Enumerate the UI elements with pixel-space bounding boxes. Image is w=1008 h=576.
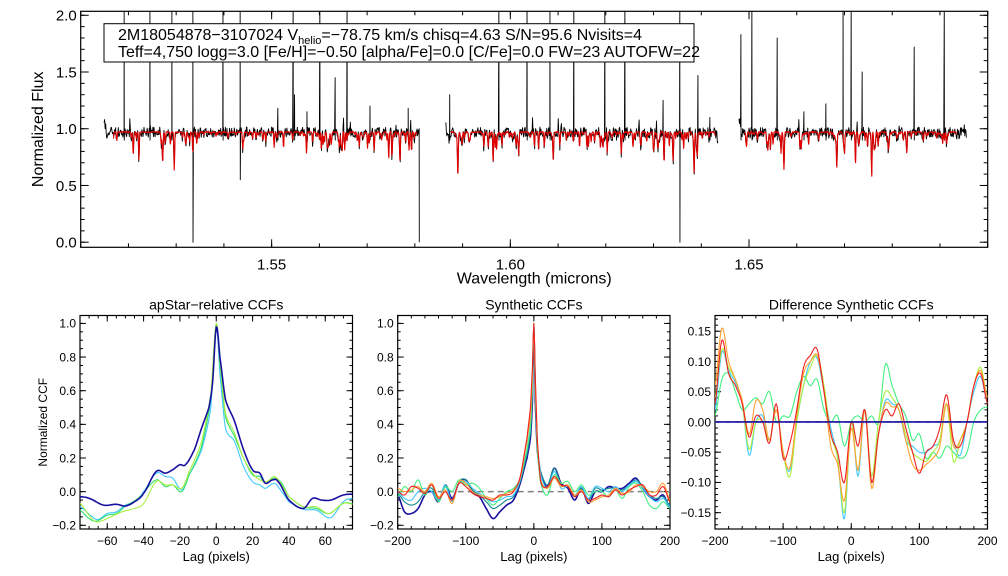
y-tick-label: −0.15 — [681, 506, 712, 520]
y-tick-label: 0.0 — [56, 235, 77, 252]
panel-title: Difference Synthetic CCFs — [769, 297, 934, 313]
apstar-ccf-panel: −60 −40 −20 0 20 40 60 −0.2 0.0 0.2 0.4 0.6 0.8 1.0 La… — [36, 297, 354, 564]
y-tick-label: 0.2 — [59, 451, 76, 465]
x-tick-label: 0 — [213, 534, 220, 548]
star-summary-values: =−78.75 km/s chisq=4.63 S/N=95.6 Nvisits… — [321, 27, 642, 44]
y-tick-label: 0.15 — [688, 325, 712, 339]
x-axis-label: Wavelength (microns) — [457, 270, 612, 287]
info-line-2-stellar-params: Teff=4,750 logg=3.0 [Fe/H]=−0.50 [alpha/… — [118, 44, 700, 61]
star-id-and-vhelio-label: 2M18054878−3107024 V — [118, 27, 298, 44]
ccf-series-red — [715, 339, 988, 484]
model-spectrum-line — [743, 131, 957, 177]
model-spectrum-line — [112, 131, 418, 171]
y-tick-label: −0.05 — [681, 446, 712, 460]
x-axis-label: Lag (pixels) — [818, 549, 885, 564]
y-tick-label: −0.2 — [370, 519, 394, 533]
vhelio-subscript: helio — [298, 35, 321, 47]
ccf-series-green — [715, 362, 988, 460]
x-tick-label: 200 — [660, 534, 680, 548]
x-tick-label: −200 — [701, 534, 728, 548]
x-tick-label: 0 — [531, 534, 538, 548]
y-tick-label: 0.05 — [688, 385, 712, 399]
synthetic-ccf-panel: −200 −100 0 100 200 −0.2 0.0 0.2 0.4 0.6 0.8 1.0 Lag… — [370, 297, 680, 565]
y-axis-label: Normalized CCF — [36, 378, 50, 467]
y-tick-label: 0.5 — [56, 178, 77, 195]
y-tick-label: 0.2 — [377, 451, 394, 465]
x-tick-label: 1.55 — [257, 256, 286, 273]
y-tick-label: 1.5 — [56, 64, 77, 81]
y-tick-label: 1.0 — [56, 121, 77, 138]
x-tick-label: 20 — [246, 534, 260, 548]
x-axis-label: Lag (pixels) — [500, 549, 567, 564]
x-tick-label: 1.60 — [496, 256, 525, 273]
ccf-series-visit-darkblue — [80, 325, 353, 510]
ccf-series-orange — [715, 327, 988, 502]
y-tick-label: 0.4 — [377, 418, 394, 432]
x-tick-label: 100 — [592, 534, 612, 548]
model-spectrum-line — [450, 131, 716, 174]
x-tick-label: −100 — [770, 534, 797, 548]
y-tick-label: 2.0 — [56, 8, 77, 25]
y-tick-label: 0.00 — [688, 415, 712, 429]
spectrum-traces — [103, 11, 967, 243]
y-tick-label: 0.8 — [59, 350, 76, 364]
plot-frame — [80, 10, 989, 248]
x-tick-label: 60 — [319, 534, 333, 548]
ccf-traces — [715, 327, 988, 520]
x-tick-label: −60 — [97, 534, 118, 548]
ccf-series-visit-yellowgreen — [80, 322, 353, 523]
x-tick-label: 40 — [282, 534, 296, 548]
x-tick-label: 1.65 — [734, 256, 763, 273]
y-tick-label: 0.0 — [59, 485, 76, 499]
info-box: 2M18054878−3107024 Vhelio=−78.75 km/s ch… — [103, 23, 700, 63]
ccf-series-visit-green — [80, 322, 353, 522]
y-axis-label: Normalized Flux — [30, 72, 47, 188]
plot-frame — [397, 314, 671, 530]
x-tick-label: −20 — [170, 534, 191, 548]
y-tick-label: 1.0 — [59, 317, 76, 331]
panel-title: Synthetic CCFs — [485, 297, 582, 313]
x-tick-label: −100 — [452, 534, 479, 548]
ccf-traces — [80, 322, 353, 523]
y-tick-label: 0.4 — [59, 418, 76, 432]
observed-spectrum-line — [738, 11, 967, 175]
y-tick-label: −0.2 — [52, 519, 76, 533]
x-axis-label: Lag (pixels) — [183, 549, 250, 564]
info-line-1: 2M18054878−3107024 Vhelio=−78.75 km/s ch… — [118, 27, 642, 47]
x-tick-label: −200 — [384, 534, 411, 548]
spectrum-panel: 1.55 1.60 1.65 0.0 0.5 1.0 1.5 2.0 Wavelength (m… — [30, 8, 989, 287]
y-tick-label: 0.8 — [377, 350, 394, 364]
x-tick-label: 100 — [909, 534, 929, 548]
ccf-traces — [397, 322, 670, 520]
y-tick-label: −0.10 — [681, 476, 712, 490]
difference-ccf-panel: −200 −100 0 100 200 −0.15 −0.10 −0.05 0.00 0.05 0.… — [681, 297, 998, 565]
y-tick-label: 1.0 — [377, 317, 394, 331]
y-tick-label: 0.6 — [377, 384, 394, 398]
x-tick-label: 200 — [977, 534, 997, 548]
y-tick-label: 0.6 — [59, 384, 76, 398]
plot-frame — [79, 314, 354, 530]
x-tick-label: −40 — [133, 534, 154, 548]
ccf-series-visit-cyan — [80, 327, 353, 521]
y-tick-label: 0.10 — [688, 355, 712, 369]
y-tick-label: 0.0 — [377, 485, 394, 499]
x-tick-label: 0 — [848, 534, 855, 548]
ccf-series-cyan — [715, 350, 988, 520]
panel-title: apStar−relative CCFs — [149, 297, 283, 313]
ccf-series-red — [397, 322, 670, 503]
